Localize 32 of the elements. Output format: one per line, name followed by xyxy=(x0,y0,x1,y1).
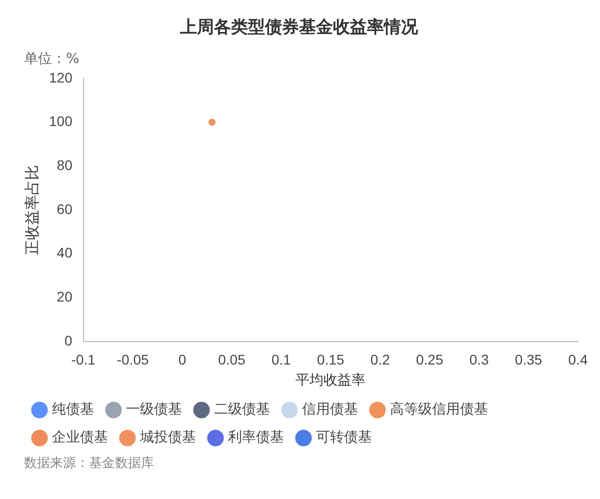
y-tick-label: 100 xyxy=(49,113,73,130)
legend-label: 利率债基 xyxy=(228,430,284,446)
x-tick-label: 0.4 xyxy=(568,352,588,368)
legend-label: 二级债基 xyxy=(214,402,270,418)
x-tick-label: 0.35 xyxy=(514,352,542,368)
legend-label: 纯债基 xyxy=(52,402,94,418)
y-tick-label: 80 xyxy=(56,156,73,173)
legend-label: 企业债基 xyxy=(52,430,108,446)
x-tick-label: 0.3 xyxy=(469,352,490,368)
y-tick-label: 40 xyxy=(56,244,73,261)
x-tick-label: 0.15 xyxy=(317,352,345,368)
x-tick-label: 0 xyxy=(178,352,186,368)
x-tick-label: 0.25 xyxy=(416,352,444,368)
x-tick-label: 0.2 xyxy=(370,352,390,368)
chart-title: 上周各类型债券基金收益率情况 xyxy=(179,18,419,38)
x-tick-label: 0.05 xyxy=(218,352,246,368)
legend-label: 城投债基 xyxy=(139,430,196,446)
x-tick-label: -0.1 xyxy=(71,352,96,368)
y-tick-label: 120 xyxy=(49,69,73,86)
y-axis-title: 正收益率占比 xyxy=(24,164,42,255)
y-tick-label: 20 xyxy=(56,288,73,304)
x-tick-label: 0.1 xyxy=(271,352,292,368)
text: 单位：% xyxy=(24,50,80,68)
legend-label: 可转债基 xyxy=(316,430,372,446)
legend-label: 高等级信用债基 xyxy=(390,402,488,418)
y-tick-label: 60 xyxy=(56,200,73,217)
legend-label: 一级债基 xyxy=(126,402,182,418)
x-tick-label: -0.05 xyxy=(116,352,149,368)
y-tick-label: 0 xyxy=(64,332,73,348)
x-axis-title: 平均收益率 xyxy=(296,371,366,388)
source-note: 数据来源：基金数据库 xyxy=(24,455,154,472)
legend-label: 信用债基 xyxy=(302,402,358,418)
